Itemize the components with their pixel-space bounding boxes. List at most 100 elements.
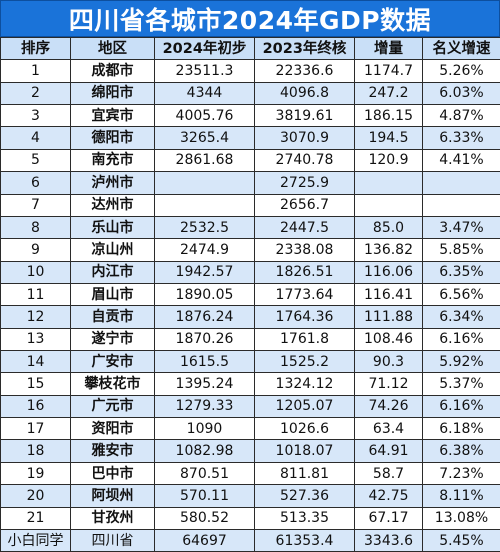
growth-cell: 6.18%	[423, 418, 500, 440]
gdp-2024-cell: 2474.9	[155, 239, 255, 261]
table-header: 排序 地区 2024年初步 2023年终核 增量 名义增速	[1, 38, 500, 60]
rank-cell: 14	[1, 351, 71, 373]
gdp-2024-cell: 570.11	[155, 485, 255, 507]
rank-cell: 6	[1, 172, 71, 194]
growth-cell: 3.47%	[423, 216, 500, 238]
gdp-2024-cell	[155, 194, 255, 216]
increment-cell	[355, 172, 423, 194]
region-cell: 广元市	[71, 395, 155, 417]
rank-cell: 11	[1, 283, 71, 305]
growth-cell: 13.08%	[423, 507, 500, 529]
increment-cell: 90.3	[355, 351, 423, 373]
gdp-2023-cell: 1205.07	[255, 395, 355, 417]
growth-cell: 5.85%	[423, 239, 500, 261]
rank-cell: 小白同学	[1, 529, 71, 551]
growth-cell: 5.45%	[423, 529, 500, 551]
growth-cell: 8.11%	[423, 485, 500, 507]
rank-cell: 16	[1, 395, 71, 417]
rank-cell: 3	[1, 105, 71, 127]
rank-cell: 1	[1, 60, 71, 82]
increment-cell: 108.46	[355, 328, 423, 350]
region-cell: 乐山市	[71, 216, 155, 238]
increment-cell: 116.41	[355, 283, 423, 305]
increment-cell: 247.2	[355, 82, 423, 104]
increment-cell: 194.5	[355, 127, 423, 149]
rank-cell: 7	[1, 194, 71, 216]
region-cell: 泸州市	[71, 172, 155, 194]
gdp-2023-cell: 22336.6	[255, 60, 355, 82]
increment-cell: 64.91	[355, 440, 423, 462]
gdp-2024-cell: 1395.24	[155, 373, 255, 395]
header-region: 地区	[71, 38, 155, 60]
gdp-2024-cell	[155, 172, 255, 194]
growth-cell: 6.16%	[423, 328, 500, 350]
gdp-2024-cell: 1870.26	[155, 328, 255, 350]
gdp-2023-cell: 1525.2	[255, 351, 355, 373]
gdp-2023-cell: 61353.4	[255, 529, 355, 551]
gdp-2023-cell: 811.81	[255, 462, 355, 484]
region-cell: 巴中市	[71, 462, 155, 484]
gdp-2024-cell: 1615.5	[155, 351, 255, 373]
increment-cell: 186.15	[355, 105, 423, 127]
growth-cell: 6.33%	[423, 127, 500, 149]
region-cell: 宜宾市	[71, 105, 155, 127]
region-cell: 自贡市	[71, 306, 155, 328]
gdp-2023-cell: 1826.51	[255, 261, 355, 283]
growth-cell: 6.38%	[423, 440, 500, 462]
gdp-2024-cell: 580.52	[155, 507, 255, 529]
gdp-2023-cell: 513.35	[255, 507, 355, 529]
gdp-2023-cell: 2740.78	[255, 149, 355, 171]
increment-cell: 1174.7	[355, 60, 423, 82]
region-cell: 阿坝州	[71, 485, 155, 507]
gdp-document: 四川省各城市2024年GDP数据 排序 地区 2024年初步 2023年终核 增…	[0, 0, 500, 529]
increment-cell	[355, 194, 423, 216]
gdp-2023-cell: 2338.08	[255, 239, 355, 261]
rank-cell: 15	[1, 373, 71, 395]
header-increment: 增量	[355, 38, 423, 60]
increment-cell: 58.7	[355, 462, 423, 484]
growth-cell: 4.87%	[423, 105, 500, 127]
growth-cell: 5.26%	[423, 60, 500, 82]
header-2023-final: 2023年终核	[255, 38, 355, 60]
gdp-2023-cell: 1761.8	[255, 328, 355, 350]
increment-cell: 116.06	[355, 261, 423, 283]
growth-cell: 5.37%	[423, 373, 500, 395]
region-cell: 德阳市	[71, 127, 155, 149]
gdp-2024-cell: 1876.24	[155, 306, 255, 328]
gdp-2024-cell: 1090	[155, 418, 255, 440]
gdp-2023-cell: 2447.5	[255, 216, 355, 238]
region-cell: 攀枝花市	[71, 373, 155, 395]
gdp-2023-cell: 1773.64	[255, 283, 355, 305]
growth-cell: 5.92%	[423, 351, 500, 373]
region-cell: 眉山市	[71, 283, 155, 305]
region-cell: 广安市	[71, 351, 155, 373]
gdp-2024-cell: 2861.68	[155, 149, 255, 171]
rank-cell: 8	[1, 216, 71, 238]
region-cell: 资阳市	[71, 418, 155, 440]
region-cell: 遂宁市	[71, 328, 155, 350]
rank-cell: 19	[1, 462, 71, 484]
rank-cell: 2	[1, 82, 71, 104]
gdp-2023-cell: 4096.8	[255, 82, 355, 104]
increment-cell: 136.82	[355, 239, 423, 261]
gdp-2023-cell: 1764.36	[255, 306, 355, 328]
region-cell: 雅安市	[71, 440, 155, 462]
rank-cell: 20	[1, 485, 71, 507]
gdp-2023-cell: 3819.61	[255, 105, 355, 127]
growth-cell	[423, 194, 500, 216]
table-title: 四川省各城市2024年GDP数据	[0, 0, 500, 37]
growth-cell: 6.35%	[423, 261, 500, 283]
